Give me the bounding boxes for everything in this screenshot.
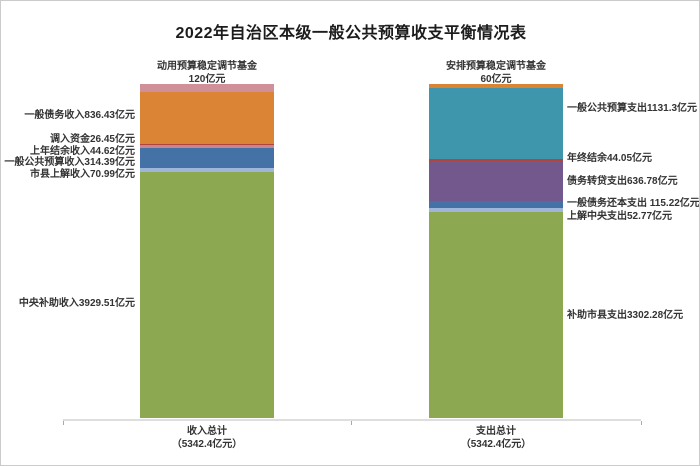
category-label-expense-total: 支出总计 （5342.4亿元） [381, 425, 611, 451]
x-axis-line [63, 419, 641, 421]
label-remit-to-central-expense: 上解中央支出52.77亿元 [567, 211, 673, 222]
bar-segment-动用预算稳定调节基金 [140, 84, 274, 92]
category-income-total: （5342.4亿元） [171, 439, 243, 450]
label-general-debt-income: 一般债务收入836.43亿元 [24, 110, 135, 121]
bar-segment-安排预算稳定调节基金 [429, 84, 563, 88]
label-general-public-budget-income: 一般公共预算收入314.39亿元 [4, 157, 135, 168]
bar-segment-调入资金 [140, 143, 274, 146]
bar-segment-一般公共预算收入 [140, 148, 274, 168]
label-income-fund-block: 动用预算稳定调节基金 120亿元 [92, 60, 322, 86]
label-income-fund-value: 120亿元 [188, 74, 226, 85]
label-expense-fund-block: 安排预算稳定调节基金 60亿元 [381, 60, 611, 86]
bar-segment-市县上解收入 [140, 167, 274, 173]
label-expense-fund-value: 60亿元 [480, 74, 512, 85]
bar-segment-补助市县支出 [429, 211, 563, 418]
x-axis-tick [63, 421, 64, 425]
bar-segment-年终结余 [429, 158, 563, 162]
label-central-subsidy-income: 中央补助收入3929.51亿元 [18, 298, 135, 309]
category-expense-total: （5342.4亿元） [460, 439, 532, 450]
label-income-fund-name: 动用预算稳定调节基金 [157, 61, 257, 72]
bar-segment-一般债务还本支出 [429, 201, 563, 209]
label-yearend-balance: 年终结余44.05亿元 [567, 153, 653, 164]
label-debt-relending-expense: 债务转贷支出636.78亿元 [567, 176, 678, 187]
label-general-debt-repayment-expense: 一般债务还本支出 115.22亿元 [567, 198, 700, 209]
bar-segment-债务转贷支出 [429, 161, 563, 202]
bar-segment-一般债务收入 [140, 91, 274, 144]
x-axis-tick [641, 421, 642, 425]
x-axis-tick [351, 421, 352, 425]
chart-title: 2022年自治区本级一般公共预算收支平衡情况表 [175, 25, 527, 42]
label-city-county-remitted-income: 市县上解收入70.99亿元 [29, 169, 135, 180]
stacked-bar-income [140, 84, 274, 418]
label-city-county-subsidy-expense: 补助市县支出3302.28亿元 [567, 310, 684, 321]
bar-segment-一般公共预算支出 [429, 87, 563, 159]
label-prior-year-carryover-income: 上年结余收入44.62亿元 [29, 146, 135, 157]
label-general-public-budget-expense: 一般公共预算支出1131.3亿元 [567, 103, 698, 114]
stacked-bar-expense [429, 84, 563, 418]
category-label-income-total: 收入总计 （5342.4亿元） [92, 425, 322, 451]
category-income-name: 收入总计 [187, 426, 227, 437]
bar-segment-上解中央支出 [429, 208, 563, 212]
bar-segment-上年结余收入 [140, 145, 274, 149]
label-expense-fund-name: 安排预算稳定调节基金 [446, 61, 546, 72]
label-transferred-funds: 调入资金26.45亿元 [49, 134, 135, 145]
bar-segment-中央补助收入 [140, 172, 274, 418]
category-expense-name: 支出总计 [476, 426, 516, 437]
